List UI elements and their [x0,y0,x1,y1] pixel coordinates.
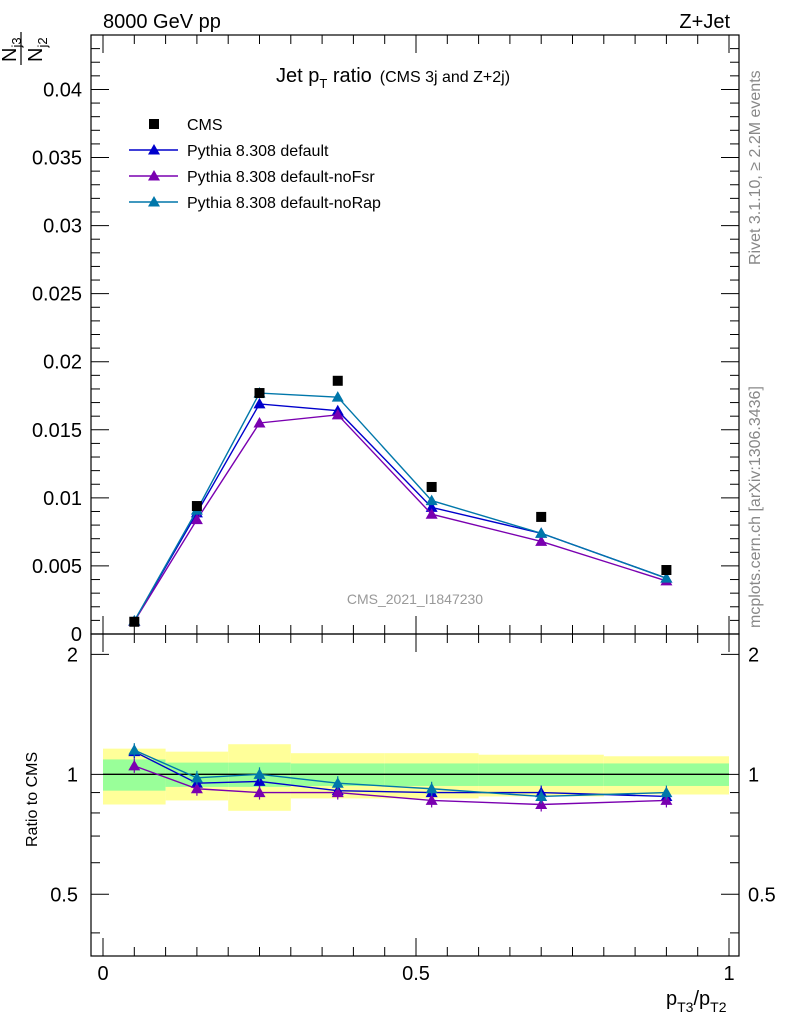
ratio-tick-label: 0.5 [50,884,78,906]
plot-title-rest: ratio [327,65,371,87]
ratio-panel-frame [90,633,740,957]
ratio-point-noFsr [128,759,141,771]
plot-title: Jet pT ratio (CMS 3j and Z+2j) [276,65,510,91]
ratio-point-noRap [253,768,266,779]
y-tick-label: 0.005 [32,556,82,578]
legend-marker-cms [149,119,159,129]
y-tick-label: 0.01 [43,488,82,510]
cms-data-point [129,616,140,627]
plot-title-sub: T [319,76,327,91]
series-point-noFsr [535,535,548,546]
cms-data-point [661,565,672,576]
ratio-tick-label-right: 2 [748,644,759,666]
series-point-noFsr [190,513,203,525]
y-label-num-sub: j3 [9,37,24,48]
ratio-point-noFsr [253,786,266,798]
x-tick-label: 1 [723,963,734,985]
y-tick-label: 0.025 [32,284,82,306]
plot-title-extra: (CMS 3j and Z+2j) [380,69,510,86]
x-label-p1: p [666,988,677,1010]
y-tick-label: 0.03 [43,216,82,238]
series-line-noRap [133,392,667,622]
x-label-p1-sub: T3 [677,999,694,1015]
ratio-point-noRap [128,744,141,755]
ratio-tick-label: 1 [67,764,78,786]
ratio-tick-label: 2 [67,644,78,666]
ratio-point-noRap [425,782,438,794]
y-tick-label: 0 [71,624,82,646]
legend-marker [148,170,160,181]
ratio-point-noRap [190,771,203,783]
ratio-point-noFsr [190,782,203,794]
ratio-point-noFsr [535,798,548,810]
x-tick-label: 0.5 [402,963,430,985]
legend-marker [148,196,160,207]
y-tick-label: 0.015 [32,420,82,442]
legend-label: CMS [187,117,223,134]
ratio-y-label: Ratio to CMS [24,752,41,847]
y-label-num: N [0,48,21,62]
cms-data-point [332,375,343,386]
legend-label: Pythia 8.308 default-noFsr [187,169,375,186]
x-tick-label: 0 [97,963,108,985]
svg-text:Nj3: Nj3 [0,37,24,62]
ratio-point-noRap [660,786,673,798]
series-point-noRap [425,494,438,506]
series-point-noRap [660,572,673,583]
legend-label: Pythia 8.308 default-noRap [187,195,381,212]
header-right: Z+Jet [679,11,730,33]
ratio-point-noRap [535,790,548,801]
y-label-den: N [25,48,47,62]
y-tick-label: 0.035 [32,148,82,170]
legend-label: Pythia 8.308 default [187,143,329,160]
ratio-tick-label-right: 0.5 [748,884,776,906]
cms-data-point [536,511,547,522]
ratio-tick-label-right: 1 [748,764,759,786]
series-point-noRap [331,391,344,402]
series-point-noRap [535,527,548,538]
plot-title-main: Jet p [276,65,319,87]
x-axis-label: pT3/pT2 [666,988,727,1015]
cms-data-point [191,501,202,512]
series-point-noFsr [253,416,266,428]
y-axis-label: Nj3 Nj2 [0,32,50,65]
cms-data-point [254,388,265,399]
series-point-noFsr [331,408,344,420]
mcplots-label: mcplots.cern.ch [arXiv:1306.3436] [747,386,764,628]
series-point-noFsr [425,508,438,519]
svg-text:Nj2: Nj2 [25,37,50,62]
ratio-point-noFsr [331,786,344,798]
ratio-point-noRap [331,777,344,788]
header-left: 8000 GeV pp [103,11,221,33]
y-tick-label: 0.04 [43,79,82,101]
y-label-den-sub: j2 [35,37,50,48]
x-label-slash: /p [693,988,710,1010]
ratio-point-noFsr [425,794,438,805]
series-line-default [133,403,667,622]
analysis-watermark: CMS_2021_I1847230 [347,591,483,607]
legend: CMS Pythia 8.308 default Pythia 8.308 defa… [129,117,381,212]
series-point-default [425,501,438,512]
cms-data-point [426,481,437,492]
y-tick-label: 0.02 [43,352,82,374]
x-label-p2-sub: T2 [710,999,727,1015]
legend-marker [148,144,160,155]
rivet-label: Rivet 3.1.10, ≥ 2.2M events [747,70,764,265]
ratio-point-noFsr [660,794,673,805]
series-point-default [253,397,266,409]
